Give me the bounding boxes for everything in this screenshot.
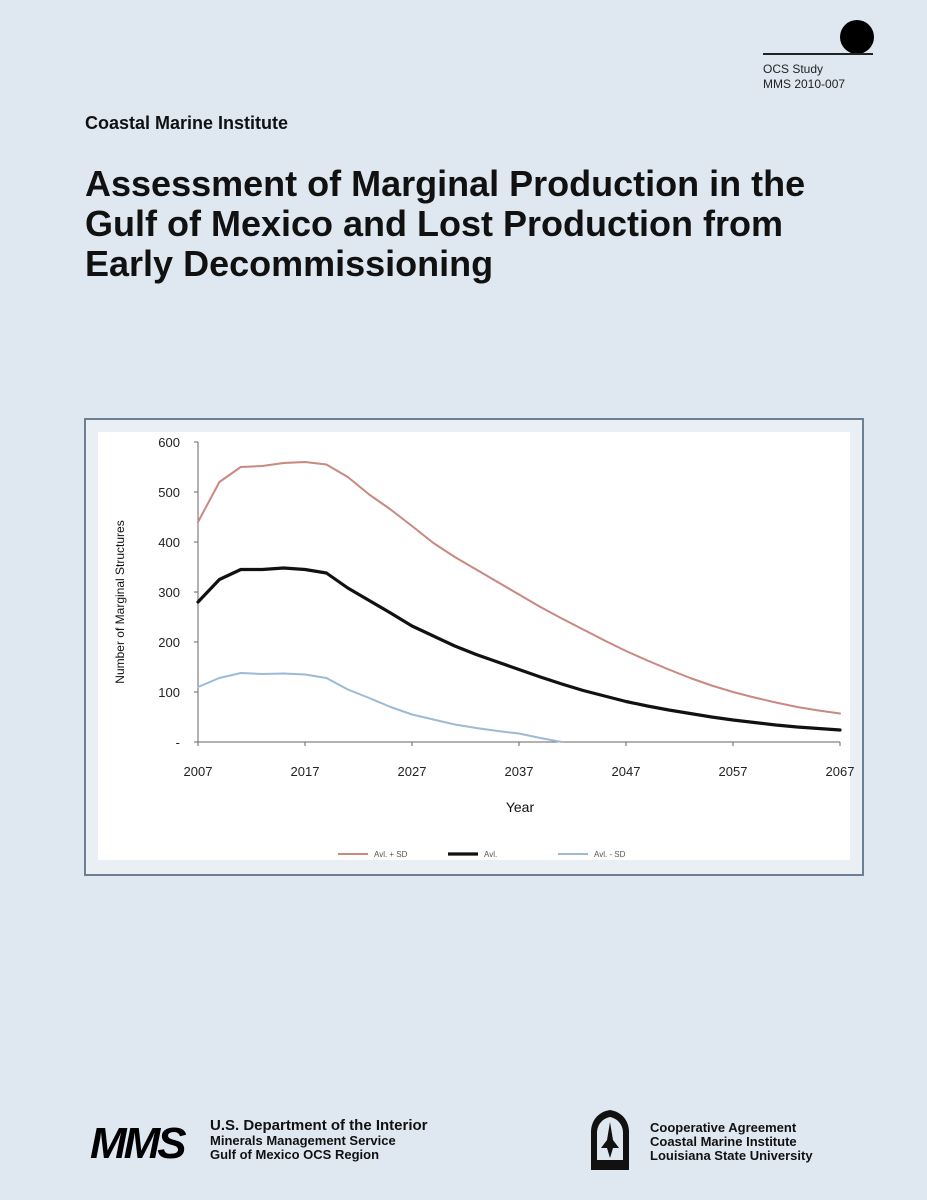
study-divider [763,53,873,55]
chart-frame: - 100 200 300 400 500 600 2007 2017 2027 2037 2047 2… [84,418,864,876]
marginal-structures-chart: - 100 200 300 400 500 600 2007 2017 2027 2037 2047 2… [98,432,855,860]
x-tick-label: 2057 [719,764,748,779]
lsu-emblem-icon [591,1110,629,1170]
y-tick-label: 300 [158,585,180,600]
y-tick-label: 600 [158,435,180,450]
study-line-2: MMS 2010-007 [763,77,846,91]
region-name: Gulf of Mexico OCS Region [210,1147,380,1162]
cooperative-block: Cooperative Agreement Coastal Marine Ins… [650,1121,813,1163]
x-tick-label: 2017 [291,764,320,779]
study-line-1: OCS Study [763,62,824,76]
series-line-1 [197,461,841,715]
chart-plot-background [98,432,850,860]
series-line-3 [197,672,563,743]
x-tick-label: 2067 [826,764,855,779]
y-tick-label: 500 [158,485,180,500]
report-title: Assessment of Marginal Production in the… [85,163,806,284]
x-tick-label: 2037 [505,764,534,779]
coastal-institute: Coastal Marine Institute [650,1134,797,1149]
cooperative-agreement: Cooperative Agreement [650,1120,797,1135]
x-tick-label: 2007 [184,764,213,779]
study-number: OCS Study MMS 2010-007 [763,62,845,92]
legend-label-2: Avl. [484,850,497,859]
y-tick-label: 400 [158,535,180,550]
y-tick-label: - [176,735,180,750]
agency-name: Minerals Management Service [210,1133,396,1148]
corner-black-dot [840,20,874,54]
x-tick-label: 2047 [612,764,641,779]
y-axis-label: Number of Marginal Structures [113,520,127,683]
series-line-2 [196,566,842,732]
department-block: U.S. Department of the Interior Minerals… [210,1117,510,1162]
x-tick-label: 2027 [398,764,427,779]
institute-name: Coastal Marine Institute [85,113,289,133]
legend-label-1: Avl. + SD [374,850,408,859]
legend-label-3: Avl. - SD [594,850,626,859]
university-name: Louisiana State University [650,1148,813,1163]
x-axis-label: Year [506,799,535,815]
y-tick-label: 200 [158,635,180,650]
department-name: U.S. Department of the Interior [210,1117,428,1134]
y-tick-label: 100 [158,685,180,700]
mms-logo: MMS [90,1119,187,1168]
